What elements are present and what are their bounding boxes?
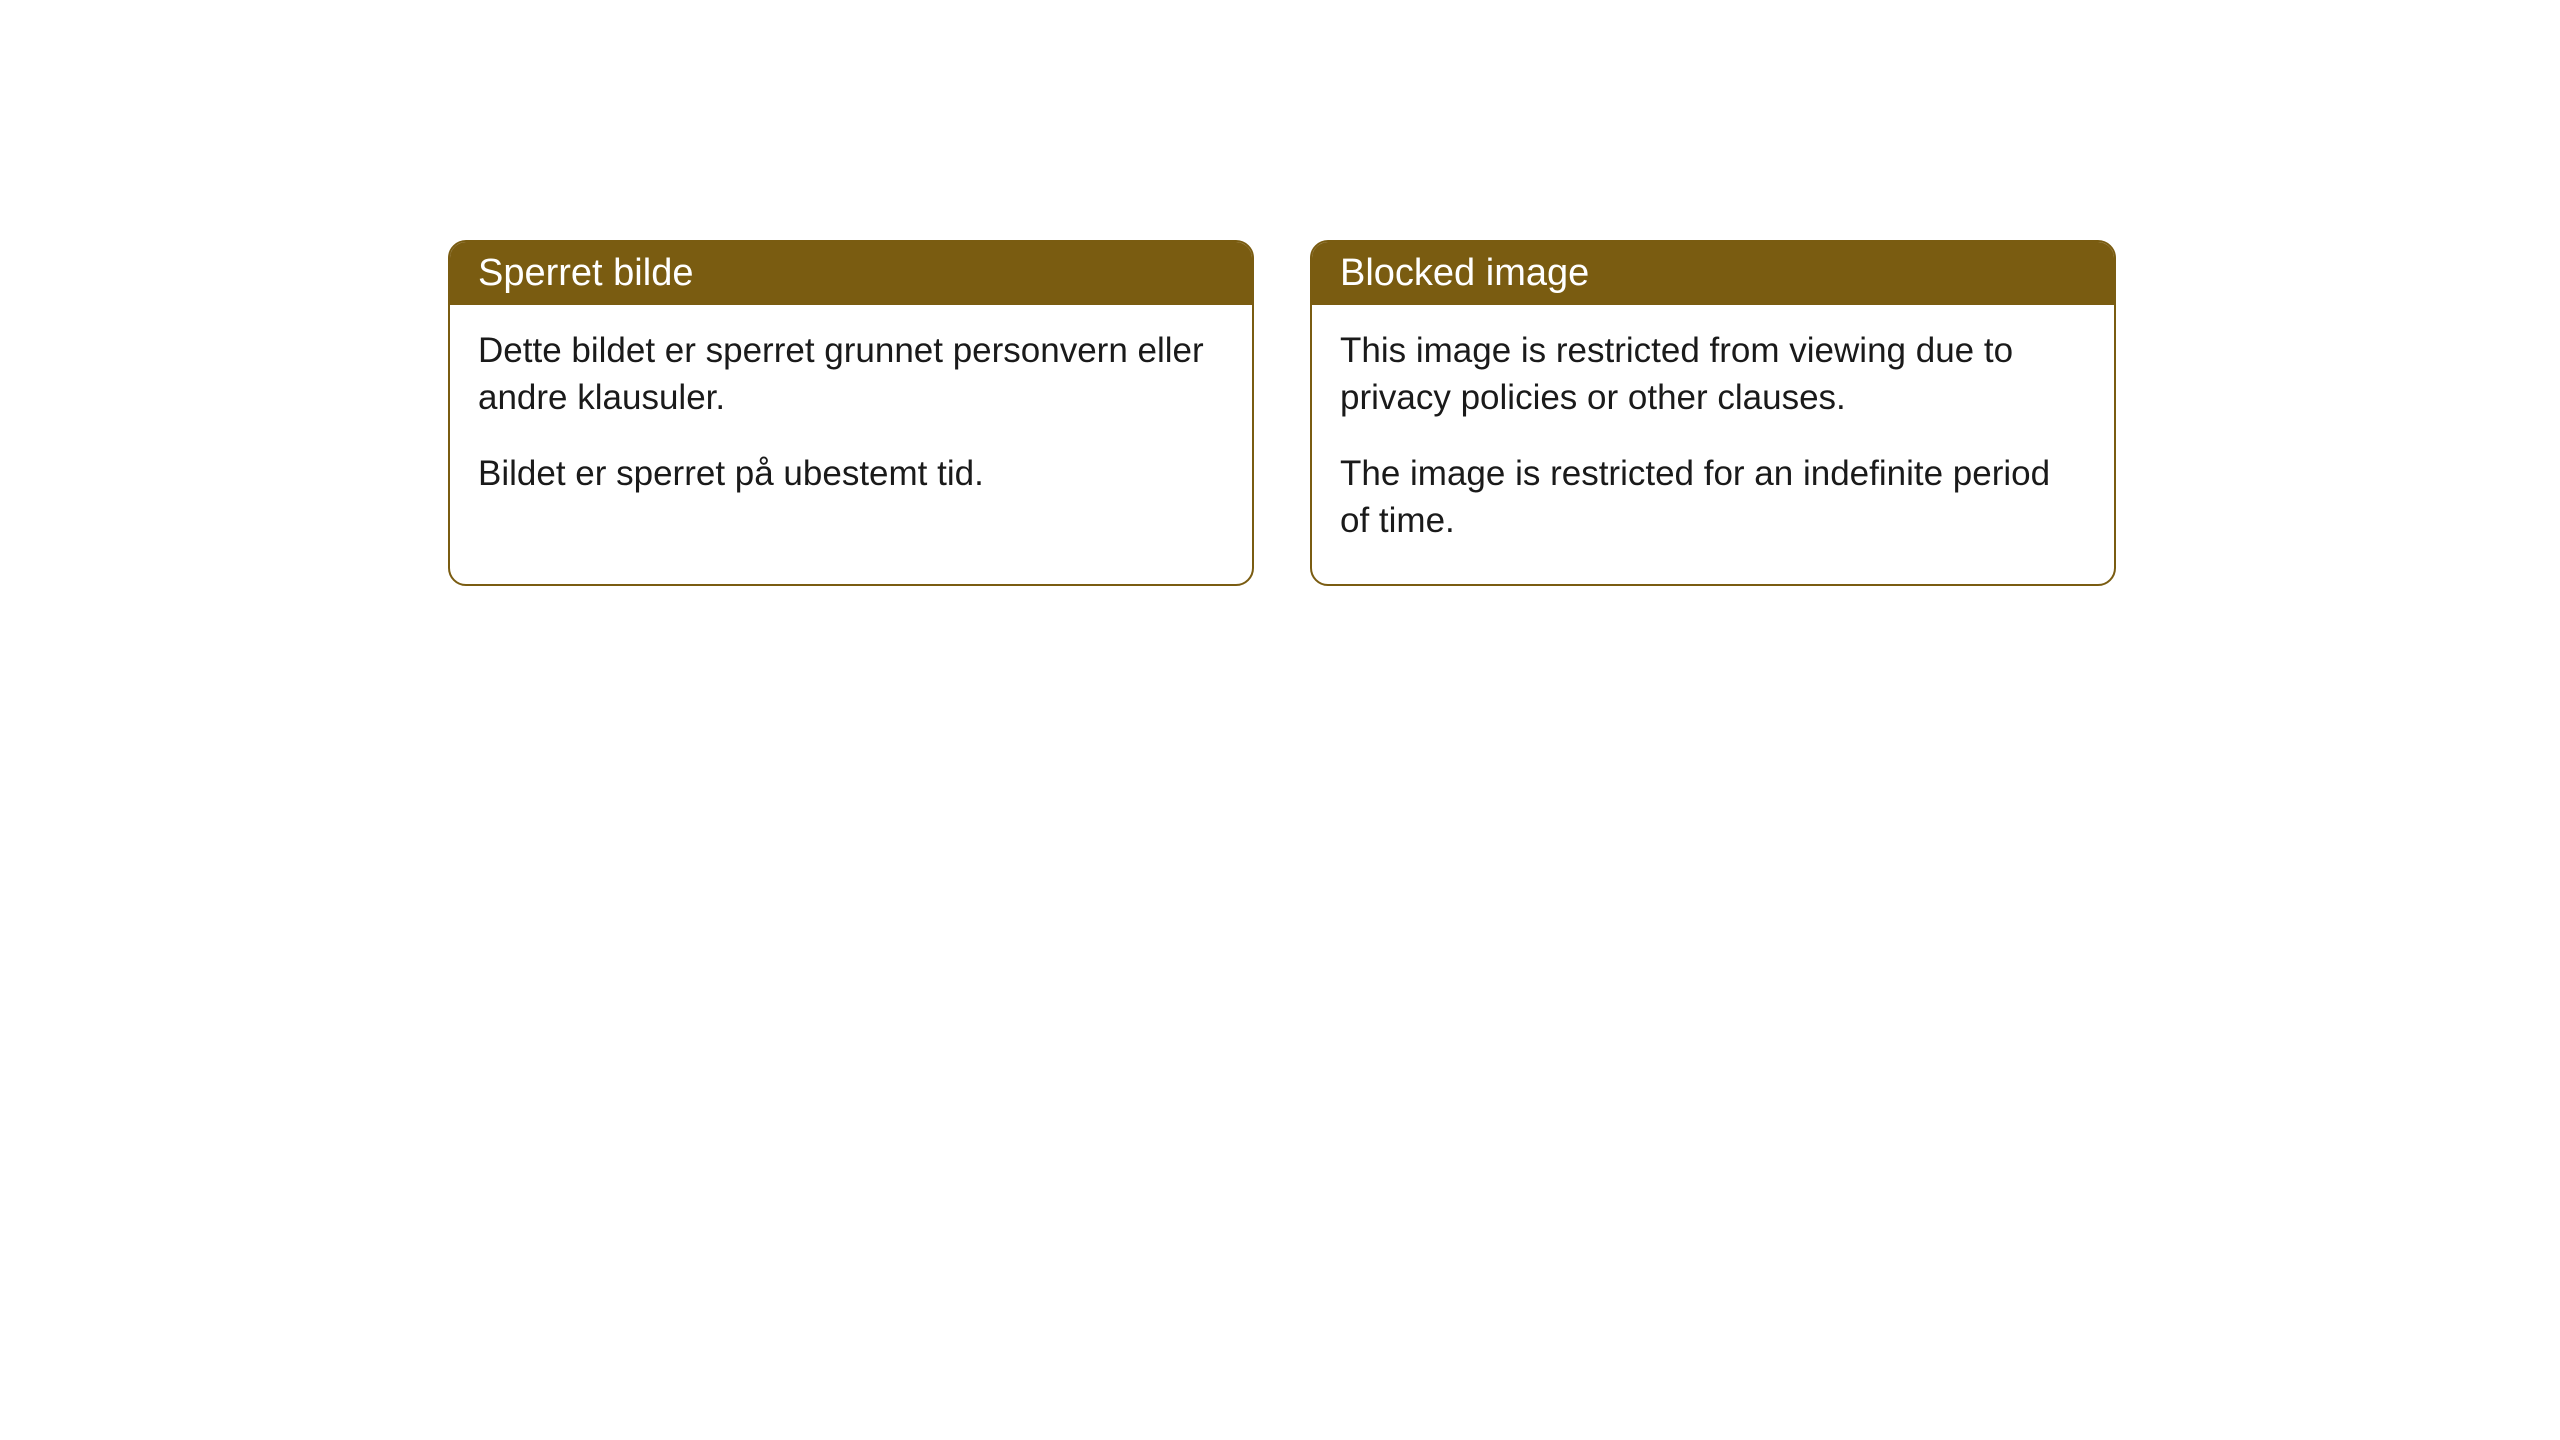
notice-body-norwegian: Dette bildet er sperret grunnet personve… bbox=[450, 305, 1252, 537]
notice-card-norwegian: Sperret bilde Dette bildet er sperret gr… bbox=[448, 240, 1254, 586]
notice-header-english: Blocked image bbox=[1312, 242, 2114, 305]
notice-paragraph: Dette bildet er sperret grunnet personve… bbox=[478, 327, 1224, 422]
notice-container: Sperret bilde Dette bildet er sperret gr… bbox=[448, 240, 2116, 586]
notice-paragraph: The image is restricted for an indefinit… bbox=[1340, 450, 2086, 545]
notice-body-english: This image is restricted from viewing du… bbox=[1312, 305, 2114, 584]
notice-paragraph: This image is restricted from viewing du… bbox=[1340, 327, 2086, 422]
notice-card-english: Blocked image This image is restricted f… bbox=[1310, 240, 2116, 586]
notice-header-norwegian: Sperret bilde bbox=[450, 242, 1252, 305]
notice-paragraph: Bildet er sperret på ubestemt tid. bbox=[478, 450, 1224, 497]
